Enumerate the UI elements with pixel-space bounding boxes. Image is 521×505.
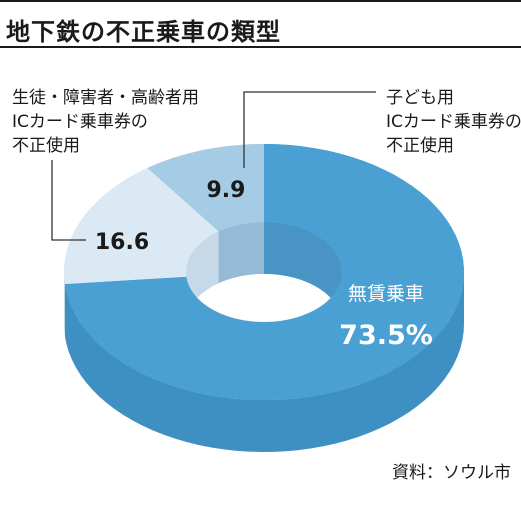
callout-children-line-3: 不正使用 [386, 136, 454, 156]
leader-line-students [51, 160, 86, 241]
leader-line-children [243, 91, 376, 168]
slice-fare-evasion-top-overlay [64, 144, 464, 400]
title-rule [0, 46, 521, 48]
chart-title: 地下鉄の不正乗車の類型 [6, 18, 281, 46]
donut-hole-rim [64, 144, 464, 400]
donut-side-walls [64, 272, 464, 452]
slice-child-card-inner-wall [218, 222, 264, 284]
top-rule [0, 0, 521, 2]
callout-students: 生徒・障害者・高齢者用 ICカード乗車券の 不正使用 [12, 86, 199, 158]
slice-student-card-top-overlay [64, 167, 219, 285]
callout-students-line-2: ICカード乗車券の [12, 112, 148, 132]
slice-fare-evasion-side [64, 272, 464, 452]
donut-inner-walls [186, 222, 342, 324]
slice-fare-evasion-inner-wall [264, 222, 342, 324]
label-student-card-value: 16.6 [95, 230, 149, 255]
label-fare-evasion-category: 無賃乗車 [348, 283, 424, 305]
leader-lines [51, 91, 376, 241]
callout-children-line-1: 子ども用 [386, 88, 454, 108]
label-fare-evasion-value: 73.5% [339, 320, 433, 351]
callout-children-line-2: ICカード乗車券の [386, 112, 521, 132]
slice-child-card-top-overlay [147, 144, 264, 232]
callout-students-line-3: 不正使用 [12, 136, 80, 156]
callout-children: 子ども用 ICカード乗車券の 不正使用 [386, 86, 521, 158]
source-note: 資料：ソウル市 [392, 463, 511, 483]
callout-students-line-1: 生徒・障害者・高齢者用 [12, 88, 199, 108]
slice-student-card-side [64, 272, 65, 337]
label-child-card-value: 9.9 [207, 178, 246, 203]
